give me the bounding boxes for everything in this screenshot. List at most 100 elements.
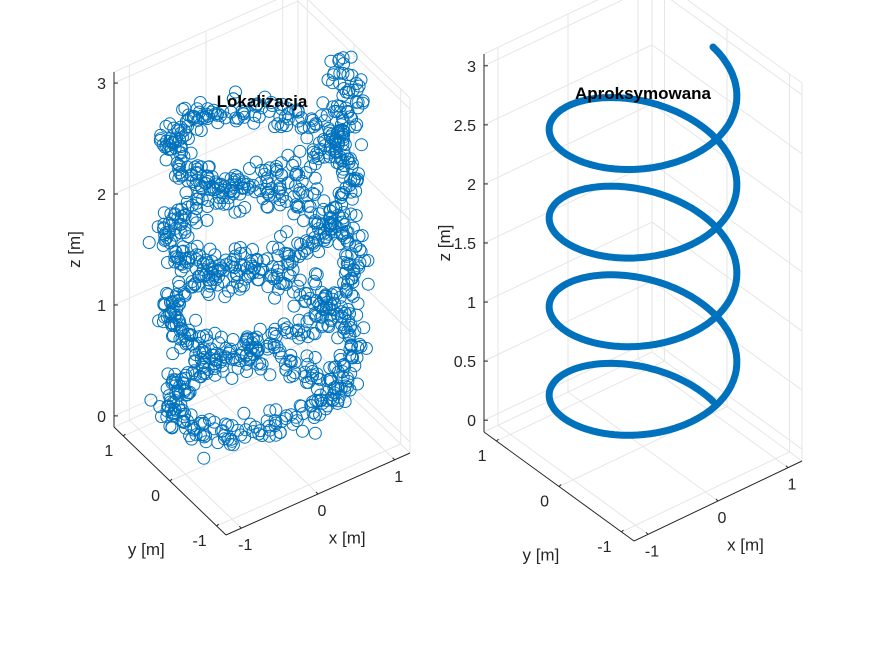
data-point	[338, 231, 352, 245]
data-point	[351, 259, 365, 273]
data-point	[216, 191, 230, 205]
data-point	[269, 403, 283, 417]
data-point	[180, 160, 194, 174]
data-point	[201, 362, 215, 376]
y-tick-label: -1	[597, 539, 611, 556]
data-point	[170, 376, 184, 390]
data-point	[254, 262, 267, 276]
data-point	[165, 420, 179, 434]
data-point	[357, 321, 371, 335]
data-point	[298, 325, 311, 339]
data-point	[359, 341, 373, 355]
data-point	[208, 326, 222, 340]
data-point	[304, 371, 318, 385]
y-tick-label: 1	[104, 443, 113, 460]
data-point	[300, 189, 314, 203]
data-point	[229, 268, 243, 282]
data-point	[308, 327, 322, 341]
y-tick-mark	[216, 523, 220, 527]
data-point	[323, 211, 337, 225]
data-point	[257, 254, 271, 268]
data-point	[193, 255, 207, 269]
data-point	[279, 195, 293, 208]
data-point	[356, 94, 370, 108]
data-point	[269, 160, 283, 173]
data-point	[163, 419, 177, 433]
data-point	[193, 96, 207, 109]
z-axis-label: z [m]	[65, 231, 84, 268]
data-point	[228, 205, 242, 219]
z-tick-label: 1.5	[454, 236, 476, 253]
data-point	[247, 116, 261, 130]
data-point	[265, 182, 279, 195]
z-tick-label: 2	[97, 187, 106, 204]
data-point	[308, 171, 322, 185]
data-point	[309, 309, 323, 323]
data-point	[353, 337, 367, 351]
grid-line	[483, 103, 653, 185]
data-point	[181, 388, 195, 402]
data-point	[337, 256, 351, 269]
data-point	[158, 140, 172, 154]
data-point	[275, 350, 288, 364]
data-point	[299, 234, 313, 248]
data-point	[227, 269, 241, 283]
data-point	[299, 166, 313, 179]
data-point	[239, 349, 253, 363]
data-point	[331, 331, 345, 345]
data-point	[280, 225, 294, 239]
data-point	[341, 68, 355, 82]
data-point	[240, 365, 254, 378]
data-point	[253, 322, 267, 336]
data-point	[293, 144, 307, 158]
data-point	[156, 315, 170, 329]
data-point	[225, 371, 239, 385]
grid-line	[113, 0, 299, 84]
data-point	[251, 343, 265, 357]
data-point	[336, 211, 350, 225]
data-point	[329, 142, 343, 156]
data-point	[181, 255, 195, 269]
data-point	[254, 362, 268, 376]
data-point	[334, 353, 348, 366]
data-point	[286, 158, 299, 172]
data-point	[306, 406, 320, 420]
x-tick-label: 1	[788, 477, 797, 494]
data-point	[226, 438, 240, 452]
x-tick-label: 0	[318, 503, 327, 520]
data-point	[272, 242, 285, 256]
data-point	[317, 202, 330, 216]
data-point	[345, 192, 359, 206]
data-point	[174, 252, 188, 266]
data-point	[337, 322, 351, 336]
data-point	[260, 200, 274, 214]
data-point	[341, 104, 354, 118]
data-point	[320, 235, 334, 248]
data-point	[199, 429, 213, 443]
data-point	[233, 204, 247, 218]
data-point	[347, 262, 361, 276]
data-point	[333, 105, 347, 119]
grid-line	[169, 398, 355, 482]
grid-line	[621, 451, 790, 533]
data-point	[231, 423, 245, 437]
data-point	[270, 340, 284, 353]
data-point	[267, 338, 281, 351]
data-point	[337, 82, 351, 95]
grid-line	[651, 44, 803, 155]
data-point	[345, 247, 359, 261]
data-point	[349, 209, 363, 222]
box-edge	[651, 351, 803, 462]
data-point	[273, 198, 287, 212]
data-point	[291, 114, 305, 128]
data-point	[343, 179, 356, 192]
data-point	[167, 329, 180, 343]
data-point	[228, 168, 242, 182]
data-point	[174, 341, 188, 355]
data-point	[178, 225, 192, 239]
grid-line	[651, 221, 803, 332]
data-point	[306, 143, 320, 157]
box-edge	[307, 0, 411, 99]
data-point	[216, 364, 230, 378]
